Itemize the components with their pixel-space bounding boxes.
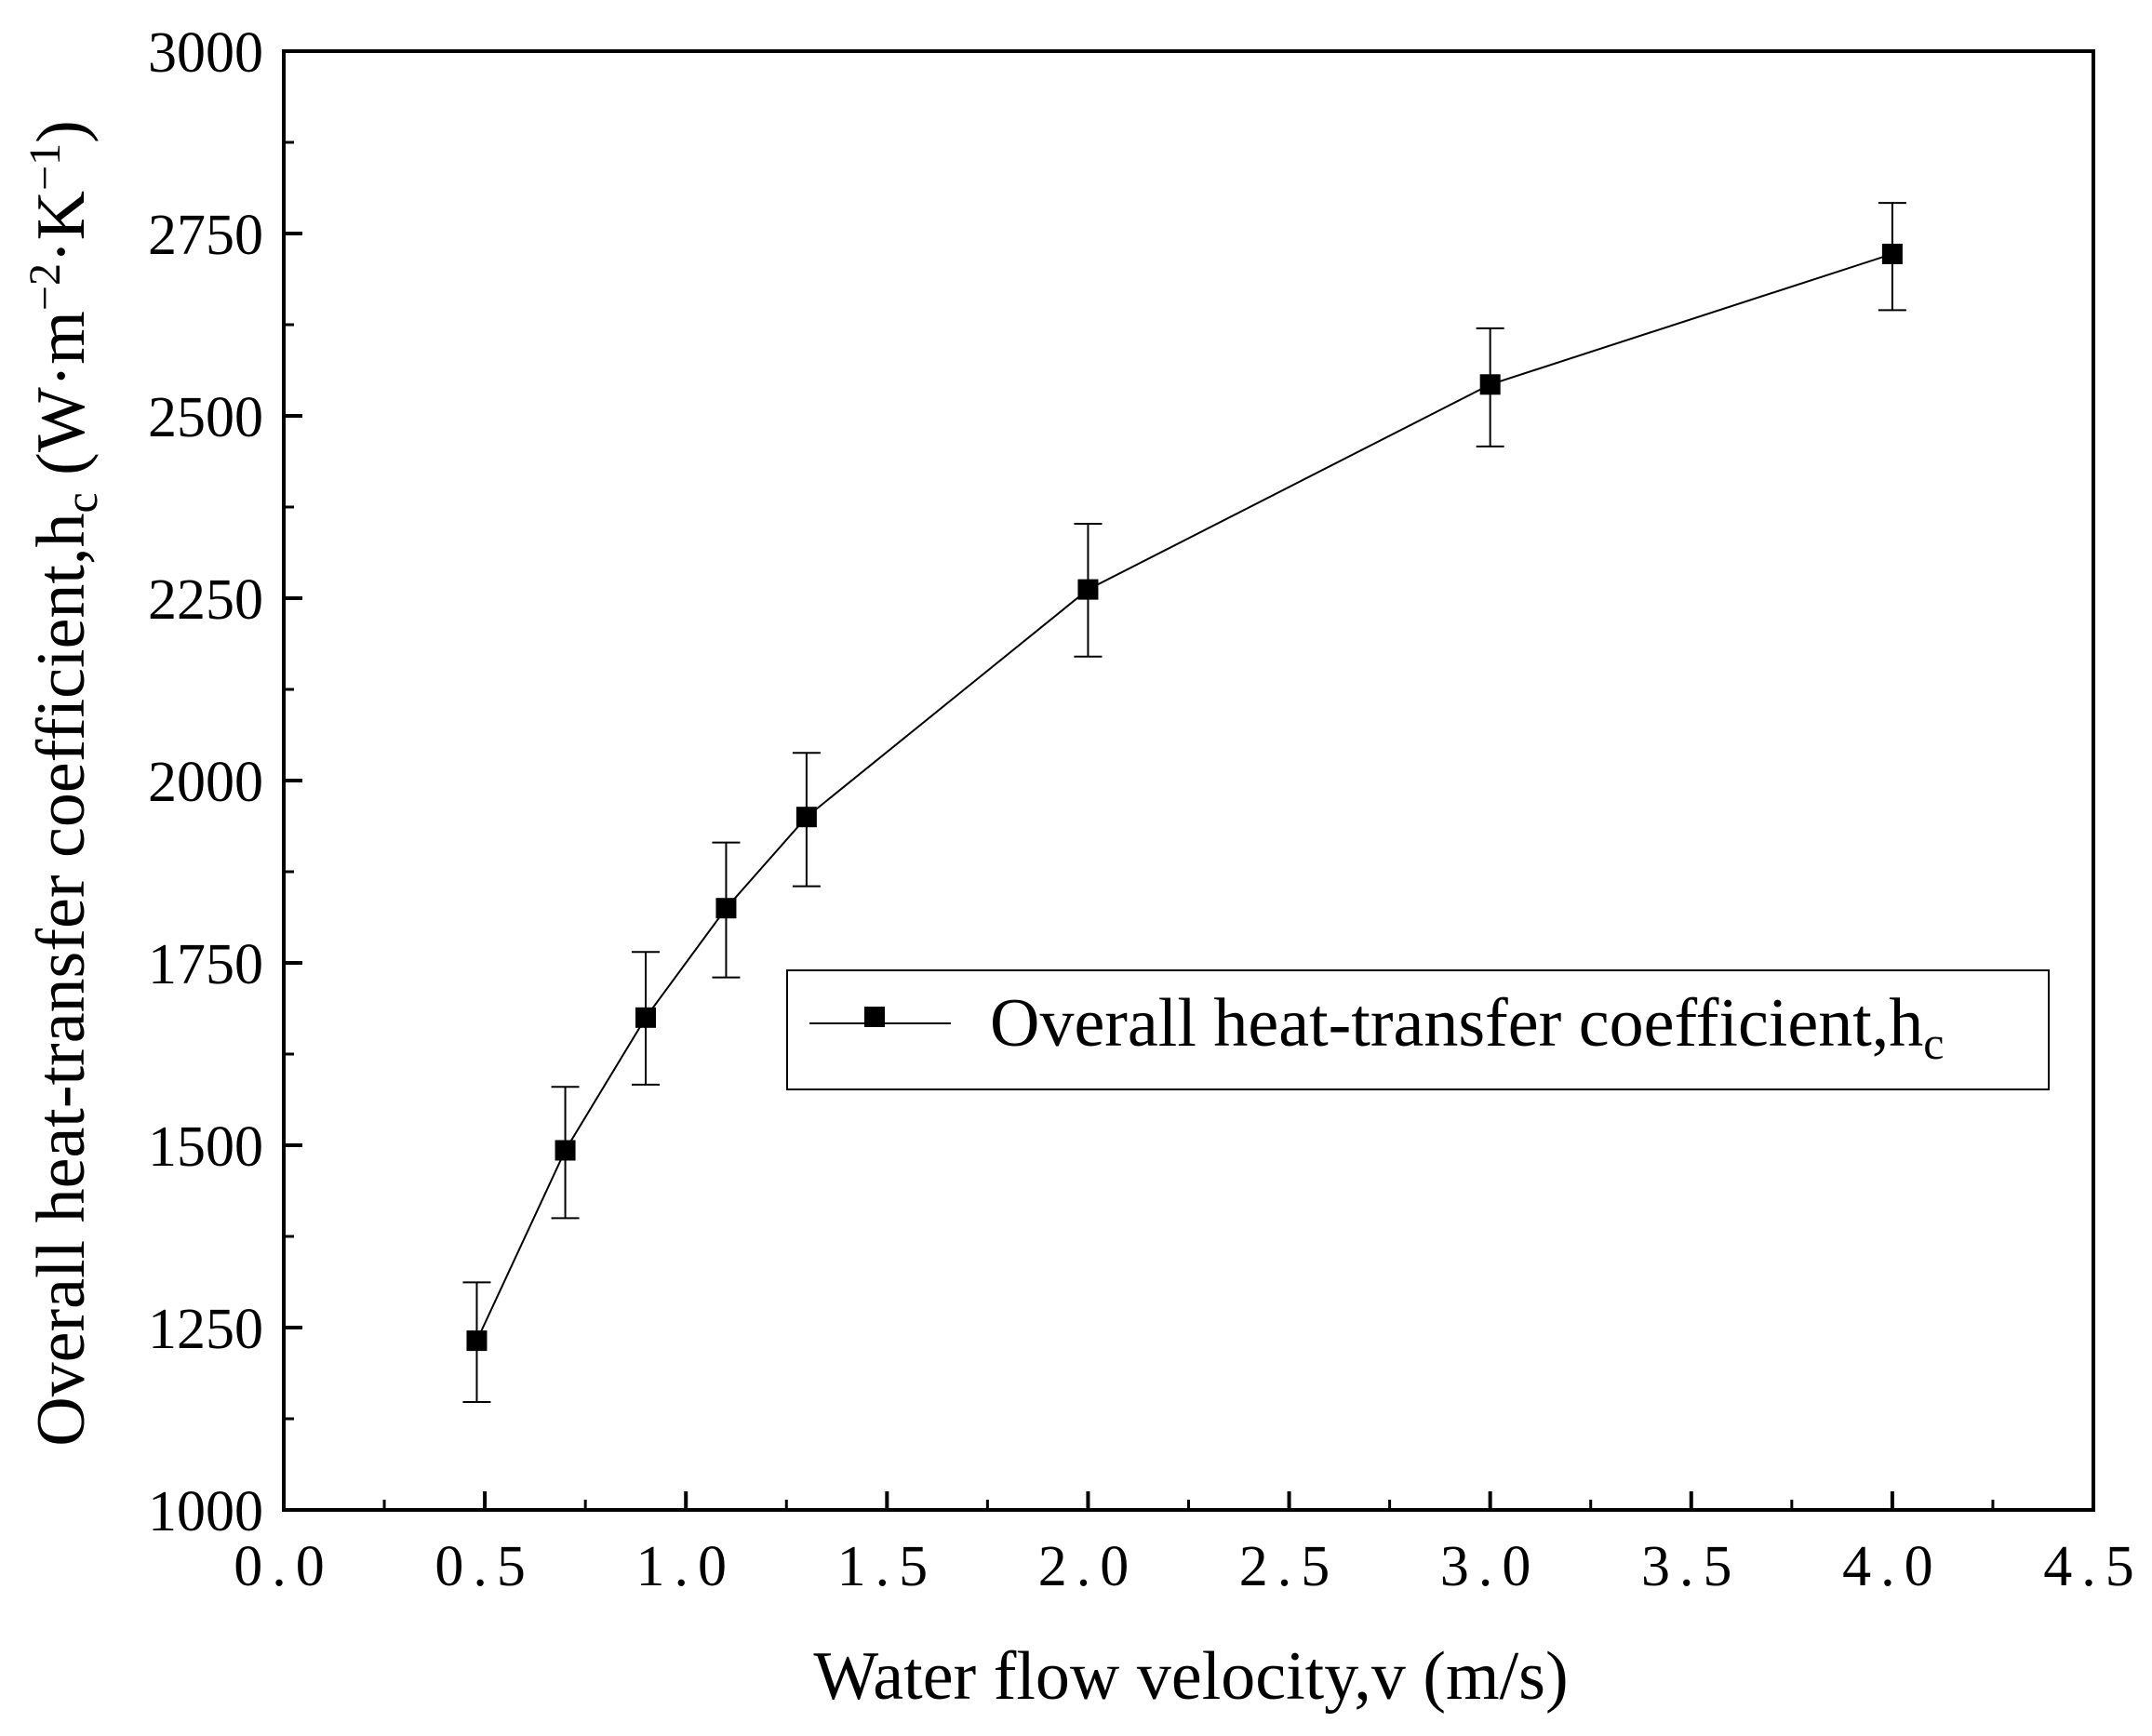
x-tick-label: 2.5 [1239,1535,1340,1598]
y-tick-label: 3000 [148,21,263,85]
y-tick-label: 2250 [148,568,263,632]
y-axis-label-subscript: c [55,492,107,513]
data-point [1881,243,1903,264]
y-tick-label: 1250 [148,1298,263,1361]
x-tick-label: 1.0 [635,1535,736,1598]
data-point [1479,374,1501,395]
data-point [1077,579,1099,600]
x-tick-label: 3.0 [1440,1535,1541,1598]
y-axis-label-unit-open: (W·m [23,311,100,492]
x-tick-label: 0.5 [434,1535,535,1598]
y-axis-label-unit-mid: ·K [23,191,100,263]
x-axis-ticks: 0.0 0.5 1.0 1.5 2.0 2.5 3.0 3.5 4.0 4.5 [234,1491,2144,1598]
y-tick-label: 1000 [148,1480,263,1543]
x-tick-label: 4.0 [1842,1535,1943,1598]
x-axis-label: Water flow velocity,v (m/s) [813,1638,1568,1715]
x-tick-label: 4.5 [2043,1535,2144,1598]
x-tick-label: 1.5 [837,1535,938,1598]
legend-marker-sample [864,1007,885,1027]
y-tick-label: 1500 [148,1115,263,1179]
x-tick-label: 3.5 [1641,1535,1742,1598]
x-tick-label: 0.0 [234,1535,334,1598]
data-point [555,1140,576,1161]
y-axis-label: Overall heat-transfer coefficient,hc (W·… [20,120,107,1447]
data-point [795,807,817,828]
data-point [466,1330,488,1352]
legend-label: Overall heat-transfer coefficient,hc [990,985,1944,1069]
legend-box [786,969,2050,1090]
data-point [635,1007,656,1028]
legend-label-main: Overall heat-transfer coefficient,h [990,985,1923,1062]
y-axis-label-sup-m: −2 [20,263,70,311]
y-tick-label: 1750 [148,933,263,996]
axes [282,49,2095,1512]
legend-label-subscript: c [1923,1017,1944,1069]
legend: Overall heat-transfer coefficient,hc [786,969,2050,1090]
y-axis-label-sup-k: −1 [20,143,70,191]
y-axis-ticks: 1000 1250 1500 1750 2000 2250 2500 2750 3000 [148,21,302,1543]
series-overall-heat-transfer [462,202,1906,1403]
y-axis-label-unit-close: ) [23,120,100,143]
data-point [715,898,737,919]
plot-frame [282,49,2095,1512]
y-axis-label-main: Overall heat-transfer coefficient,h [23,514,100,1447]
y-tick-label: 2500 [148,386,263,449]
y-tick-label: 2000 [148,751,263,814]
series-line [475,253,1893,1342]
x-tick-label: 2.0 [1038,1535,1139,1598]
y-tick-label: 2750 [148,204,263,267]
